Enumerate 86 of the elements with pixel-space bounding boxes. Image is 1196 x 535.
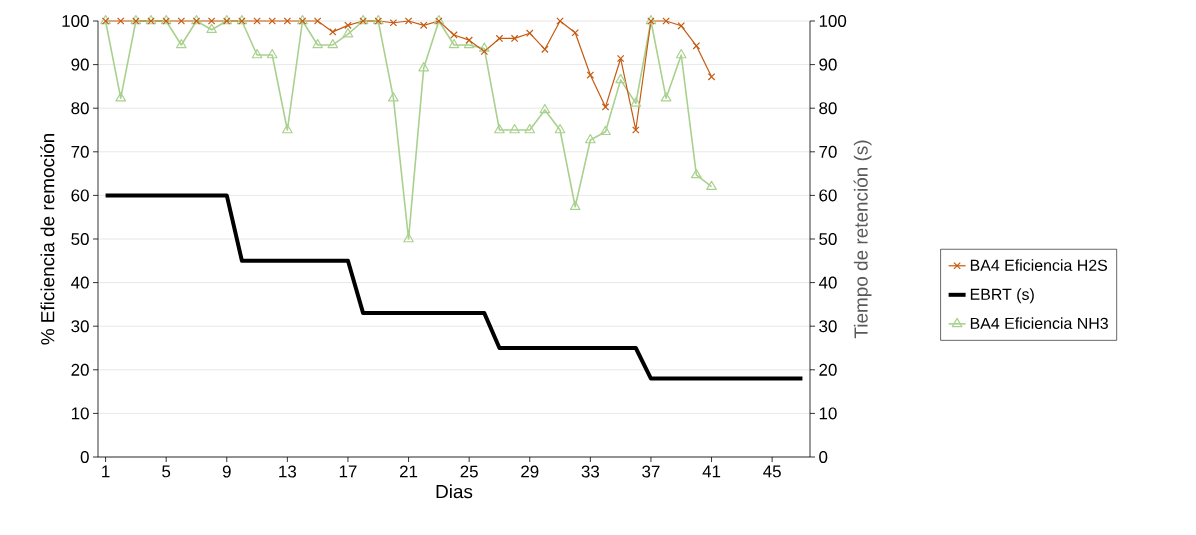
point	[692, 42, 701, 50]
point	[207, 17, 216, 25]
y2-axis-title: Tiempo de retención (s)	[853, 140, 872, 339]
point	[342, 27, 354, 38]
point	[601, 103, 610, 111]
y2-tick-label: 80	[819, 102, 837, 115]
point	[388, 92, 399, 102]
point	[569, 200, 581, 211]
y2-tick-label: 50	[819, 233, 837, 245]
y-tick-label: 100	[62, 15, 89, 27]
x-tick-label: 29	[521, 465, 539, 478]
point	[175, 38, 187, 49]
y-tick-label: 10	[71, 407, 89, 420]
point	[389, 18, 398, 27]
x-tick-label: 13	[279, 465, 297, 478]
y-tick-label: 40	[71, 276, 89, 289]
point	[327, 38, 339, 49]
point	[448, 38, 460, 49]
x-tick-label: 5	[162, 465, 171, 478]
x-tick-label: 9	[222, 465, 231, 478]
y-tick-label: 60	[71, 189, 89, 202]
y2-tick-label: 90	[819, 58, 837, 71]
x-axis-title: Dias	[436, 484, 473, 499]
y2-tick-label: 100	[819, 15, 847, 27]
point	[494, 123, 505, 134]
point	[585, 133, 596, 144]
y2-tick-label: 20	[819, 363, 837, 376]
y2-tick-label: 30	[819, 320, 837, 333]
y2-tick-label: 10	[819, 407, 837, 420]
point	[707, 73, 716, 81]
point	[524, 123, 536, 134]
point	[586, 71, 595, 79]
point	[206, 23, 217, 34]
point	[632, 126, 640, 134]
y-tick-label: 20	[71, 363, 89, 376]
point	[282, 123, 293, 134]
point	[115, 92, 127, 102]
y-tick-label: 30	[71, 320, 89, 333]
x-tick-label: 41	[702, 465, 721, 478]
point	[691, 168, 702, 179]
legend-label: BA4 Eficiencia H2S	[970, 259, 1108, 271]
point	[616, 54, 625, 63]
legend-label: BA4 Eficiencia NH3	[970, 317, 1108, 330]
legend-label: EBRT (s)	[970, 288, 1034, 304]
point	[177, 17, 186, 25]
point	[268, 17, 276, 25]
point	[480, 47, 489, 56]
x-tick-label: 21	[400, 465, 418, 478]
point	[251, 48, 263, 59]
point	[706, 180, 717, 191]
point	[313, 17, 322, 25]
point	[344, 21, 352, 30]
y2-tick-label: 40	[818, 276, 837, 289]
y2-tick-label: 70	[819, 145, 837, 158]
point	[539, 103, 551, 114]
x-tick-label: 25	[460, 465, 478, 478]
point	[312, 38, 324, 49]
x-tick-label: 17	[339, 465, 357, 478]
point	[541, 45, 549, 54]
point	[116, 17, 125, 25]
point	[266, 48, 278, 59]
point	[509, 123, 520, 134]
point	[495, 34, 504, 43]
point	[615, 73, 626, 84]
y-tick-label: 70	[71, 145, 89, 158]
y2-tick-label: 0	[819, 451, 828, 463]
y-axis-title: % Eficiencia de remoción	[40, 134, 55, 345]
point	[675, 48, 687, 59]
point	[418, 62, 430, 72]
point	[478, 42, 490, 52]
y-tick-label: 90	[71, 58, 89, 71]
point	[554, 123, 566, 134]
y-tick-label: 80	[71, 102, 89, 115]
y2-tick-label: 60	[819, 189, 837, 202]
point	[600, 125, 611, 136]
x-tick-label: 37	[642, 465, 660, 478]
point	[630, 97, 642, 107]
x-tick-label: 33	[581, 465, 600, 478]
x-tick-label: 1	[102, 465, 110, 478]
point	[660, 92, 672, 102]
x-tick-label: 45	[763, 465, 781, 478]
point	[510, 34, 519, 43]
y-tick-label: 50	[71, 233, 89, 245]
point	[404, 17, 413, 25]
point	[283, 17, 292, 25]
y-tick-label: 0	[80, 451, 89, 463]
